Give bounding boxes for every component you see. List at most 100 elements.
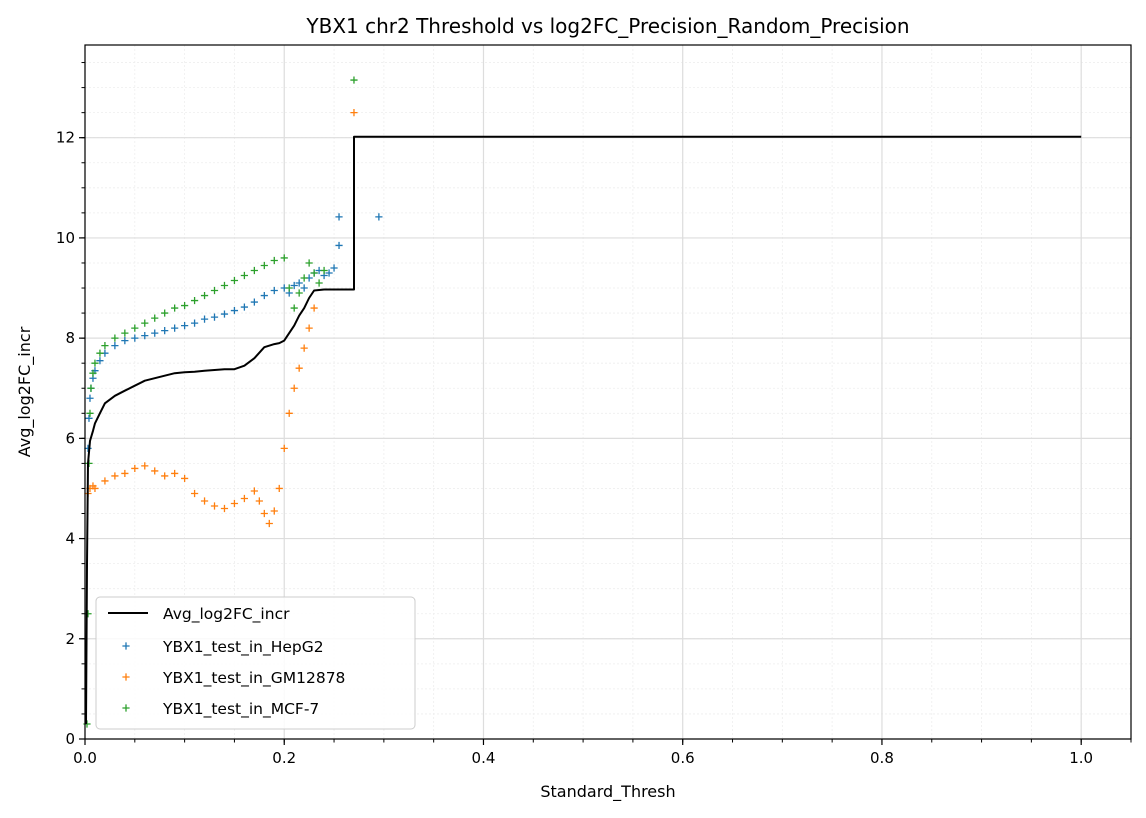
gm12878-point (310, 304, 318, 312)
gm12878-point (250, 487, 258, 495)
gm12878-point (210, 502, 219, 510)
mcf7-point (315, 279, 323, 287)
gm12878-point (275, 484, 283, 493)
gm12878-point (171, 469, 179, 478)
gm12878-point (121, 469, 129, 478)
x-axis-label: Standard_Thresh (540, 782, 675, 802)
gm12878-point (260, 509, 268, 518)
gm12878-point (300, 344, 308, 352)
mcf7-point (171, 304, 179, 312)
mcf7-point (295, 289, 303, 297)
gm12878-point (190, 489, 199, 498)
legend-plus-hepg2 (122, 642, 130, 650)
avg-log2fc-line (85, 135, 1082, 725)
gm12878-point (305, 324, 313, 332)
hepg2-point (335, 213, 343, 221)
mcf7-point (89, 369, 97, 377)
gm12878-point (270, 507, 278, 515)
hepg2-point (121, 337, 129, 345)
mcf7-point (250, 266, 258, 275)
mcf7-point (240, 271, 248, 280)
hepg2-point (190, 319, 199, 327)
hepg2-point (171, 324, 179, 332)
mcf7-point (87, 384, 95, 392)
hepg2-point (300, 284, 308, 292)
hepg2-point (210, 313, 219, 321)
legend-plus-gm12878 (122, 673, 130, 681)
hepg2-point (290, 281, 298, 290)
plot-frame (84, 44, 1132, 740)
hepg2-point (295, 279, 303, 287)
mcf7-point (181, 301, 189, 310)
y-tick-label: 4 (65, 530, 75, 548)
mcf7-point (230, 276, 239, 285)
hepg2-point (111, 342, 119, 350)
hepg2-point (96, 357, 104, 365)
mcf7-point (320, 266, 328, 275)
x-tick-label: 1.0 (1069, 749, 1093, 767)
hepg2-point (151, 329, 159, 337)
mcf7-point (141, 319, 149, 327)
hepg2-point (330, 264, 338, 272)
plot-area (83, 76, 1082, 728)
hepg2-point (260, 291, 268, 300)
y-tick-label: 6 (65, 429, 75, 447)
mcf7-point (161, 309, 169, 317)
mcf7-point (290, 304, 298, 312)
hepg2-point (220, 310, 229, 318)
legend-marker-hepg2 (122, 642, 130, 650)
hepg2-point (181, 322, 189, 330)
axis-ticks: 0.0 0.2 0.4 0.6 0.8 1.0 0 2 4 6 8 10 12 (56, 62, 1132, 767)
mcf7-point (285, 284, 293, 292)
y-tick-label: 0 (65, 730, 75, 748)
hepg2-point (200, 315, 209, 323)
y-tick-label: 12 (56, 129, 75, 147)
mcf7-point (91, 359, 99, 367)
chart-title: YBX1 chr2 Threshold vs log2FC_Precision_… (305, 14, 909, 38)
legend-marker-mcf7 (122, 704, 130, 712)
mcf7-point (305, 259, 313, 267)
gm12878-point (280, 444, 288, 452)
mcf7-point (260, 261, 268, 270)
legend-marker-gm12878 (122, 673, 130, 681)
hepg2-point (230, 306, 239, 315)
gm12878-point (101, 477, 109, 485)
gm12878-point (265, 519, 273, 528)
mcf7-point (101, 342, 109, 350)
hepg2-point (270, 286, 278, 295)
legend-plus-mcf7 (122, 704, 130, 712)
mcf7-point (190, 296, 199, 305)
hepg2-point (375, 213, 383, 221)
gm12878-point (91, 484, 99, 493)
gm12878-point (181, 474, 189, 483)
legend: Avg_log2FC_incr YBX1_test_in_HepG2 YBX1_… (95, 596, 416, 730)
gm12878-point (141, 462, 149, 470)
gm12878-point (151, 467, 159, 475)
mcf7-point (300, 274, 308, 282)
y-tick-label: 2 (65, 630, 75, 648)
mcf7-point (220, 281, 229, 290)
gm12878-point (290, 384, 298, 392)
hepg2-point (161, 327, 169, 335)
x-tick-label: 0.8 (870, 749, 894, 767)
mcf7-point (96, 349, 104, 357)
hepg2-point (86, 394, 94, 402)
hepg2-point (335, 241, 343, 250)
mcf7-point (86, 409, 94, 417)
gm12878-point (295, 364, 303, 372)
gm12878-point (230, 499, 239, 508)
hepg2-point (250, 298, 258, 306)
legend-label-hepg2: YBX1_test_in_HepG2 (162, 638, 324, 657)
hepg2-point (325, 269, 333, 277)
mcf7-point (280, 254, 288, 262)
mcf7-point (350, 76, 358, 84)
x-tick-label: 0.6 (671, 749, 695, 767)
legend-label-avg: Avg_log2FC_incr (163, 605, 290, 624)
legend-label-mcf7: YBX1_test_in_MCF-7 (162, 700, 319, 719)
legend-label-gm12878: YBX1_test_in_GM12878 (162, 669, 345, 688)
mcf7-point (310, 269, 318, 277)
x-tick-label: 0.2 (272, 749, 296, 767)
gm12878-point (131, 464, 139, 473)
gm12878-point (200, 497, 209, 505)
